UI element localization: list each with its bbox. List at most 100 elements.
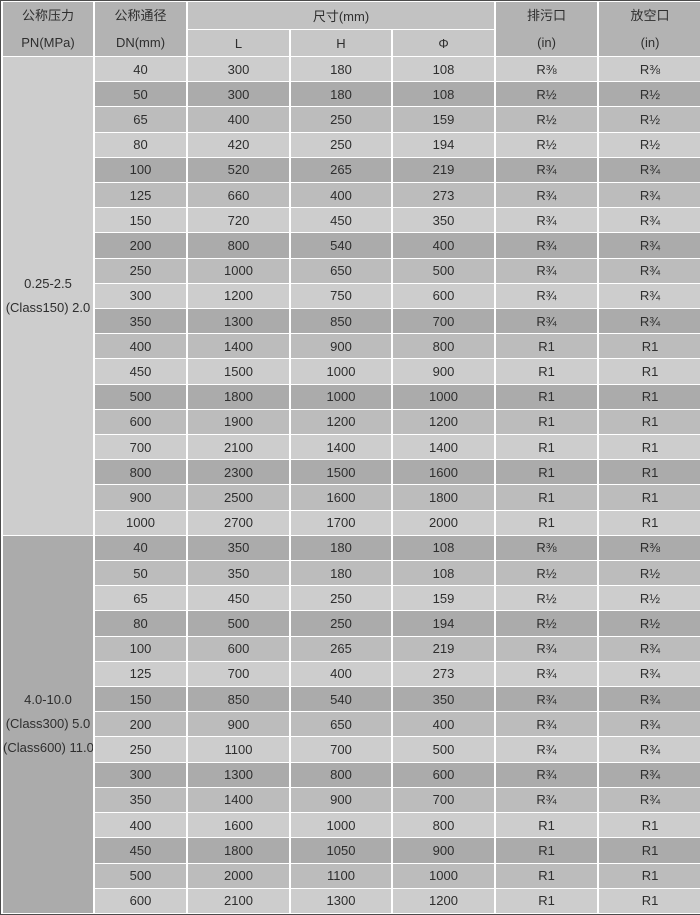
cell-h: 1000: [289, 358, 393, 385]
header-size: 尺寸(mm): [185, 1, 497, 30]
cell-h: 180: [289, 81, 393, 108]
cell-l: 2300: [186, 459, 291, 486]
cell-l: 520: [186, 156, 291, 184]
cell-h: 700: [289, 736, 393, 763]
cell-drain: R¾: [494, 308, 600, 335]
cell-l: 1400: [186, 333, 291, 360]
table-row: 150 850 540 350 R¾ R¾: [2, 686, 700, 713]
table-row: 350 1300 850 700 R¾ R¾: [2, 308, 700, 335]
cell-phi: 219: [390, 635, 497, 662]
cell-l: 700: [186, 660, 291, 688]
cell-phi: 194: [390, 131, 497, 158]
cell-phi: 273: [390, 660, 497, 688]
table-row: 900 2500 1600 1800 R1 R1: [2, 484, 700, 511]
cell-l: 1100: [186, 736, 291, 763]
cell-vent: R⅜: [597, 534, 700, 562]
cell-l: 1400: [186, 786, 291, 814]
cell-phi: 350: [390, 686, 497, 713]
cell-phi: 1200: [390, 887, 497, 915]
cell-phi: 108: [390, 55, 497, 83]
cell-l: 300: [186, 55, 291, 83]
cell-phi: 194: [390, 610, 497, 637]
cell-l: 2500: [186, 484, 291, 511]
header-pressure-line2: PN(MPa): [21, 35, 75, 50]
cell-h: 450: [289, 207, 393, 234]
cell-dn: 40: [93, 534, 188, 562]
cell-phi: 400: [390, 232, 497, 259]
table-row: 400 1400 900 800 R1 R1: [2, 333, 700, 360]
cell-h: 250: [289, 131, 393, 158]
cell-vent: R½: [597, 560, 700, 587]
cell-vent: R1: [597, 408, 700, 436]
cell-phi: 108: [390, 81, 497, 108]
cell-vent: R¾: [597, 308, 700, 335]
cell-vent: R1: [597, 459, 700, 486]
cell-vent: R1: [597, 383, 700, 410]
cell-phi: 1600: [390, 459, 497, 486]
cell-dn: 1000: [93, 509, 188, 536]
cell-vent: R1: [597, 434, 700, 461]
cell-drain: R½: [494, 610, 600, 637]
table-body: 0.25-2.5 (Class150) 2.0 40 300 180 108 R⅜ R⅜ 50 3…: [1, 55, 700, 915]
table-row: 4.0-10.0 (Class300) 5.0 (Class600) 11.0 40 3…: [1, 534, 700, 915]
table-row: 100 600 265 219 R¾ R¾: [2, 635, 700, 662]
cell-drain: R1: [494, 812, 600, 839]
cell-vent: R¾: [597, 182, 700, 209]
table-header: 公称压力 PN(MPa) 公称通径 DN(mm) 尺寸(mm) 排污口 (in)…: [1, 1, 700, 57]
table-row: 500 2000 1100 1000 R1 R1: [2, 862, 700, 889]
cell-l: 2100: [186, 887, 291, 915]
cell-drain: R¾: [494, 635, 600, 662]
cell-dn: 700: [93, 434, 188, 461]
cell-h: 1000: [289, 383, 393, 410]
table-row: 125 700 400 273 R¾ R¾: [2, 660, 700, 688]
header-drain-line2: (in): [537, 35, 556, 50]
cell-vent: R½: [597, 131, 700, 158]
cell-vent: R¾: [597, 257, 700, 284]
cell-vent: R½: [597, 106, 700, 133]
header-vent: 放空口 (in): [597, 1, 700, 57]
table-row: 65 400 250 159 R½ R½: [2, 106, 700, 133]
cell-vent: R1: [597, 484, 700, 511]
cell-vent: R1: [597, 837, 700, 864]
cell-dn: 400: [93, 812, 188, 839]
cell-h: 800: [289, 761, 393, 788]
cell-dn: 400: [93, 333, 188, 360]
table-row: 300 1300 800 600 R¾ R¾: [2, 761, 700, 788]
table-row: 65 450 250 159 R½ R½: [2, 585, 700, 612]
cell-drain: R1: [494, 837, 600, 864]
cell-h: 1400: [289, 434, 393, 461]
cell-h: 1600: [289, 484, 393, 511]
cell-h: 540: [289, 686, 393, 713]
cell-dn: 80: [93, 131, 188, 158]
cell-h: 750: [289, 282, 393, 310]
cell-l: 2100: [186, 434, 291, 461]
cell-phi: 108: [390, 534, 497, 562]
cell-h: 400: [289, 182, 393, 209]
cell-dn: 50: [93, 81, 188, 108]
cell-drain: R¾: [494, 232, 600, 259]
cell-dn: 100: [93, 635, 188, 662]
cell-phi: 800: [390, 812, 497, 839]
cell-drain: R1: [494, 408, 600, 436]
cell-vent: R1: [597, 358, 700, 385]
cell-drain: R1: [494, 383, 600, 410]
cell-l: 1800: [186, 383, 291, 410]
header-drain-line1: 排污口: [527, 8, 567, 23]
cell-dn: 125: [93, 182, 188, 209]
cell-h: 250: [289, 106, 393, 133]
cell-drain: R½: [494, 131, 600, 158]
pressure-group-label-line: 0.25-2.5: [24, 275, 72, 291]
cell-drain: R½: [494, 585, 600, 612]
cell-l: 1000: [186, 257, 291, 284]
table-row: 0.25-2.5 (Class150) 2.0 40 300 180 108 R⅜ R⅜: [1, 55, 700, 536]
table-row: 250 1100 700 500 R¾ R¾: [2, 736, 700, 763]
cell-dn: 250: [93, 736, 188, 763]
header-row-top: 公称压力 PN(MPa) 公称通径 DN(mm) 尺寸(mm) 排污口 (in)…: [1, 1, 700, 57]
cell-vent: R½: [597, 81, 700, 108]
cell-h: 1050: [289, 837, 393, 864]
cell-h: 650: [289, 257, 393, 284]
header-row-sub: L H Φ: [2, 29, 700, 57]
cell-h: 1700: [289, 509, 393, 536]
